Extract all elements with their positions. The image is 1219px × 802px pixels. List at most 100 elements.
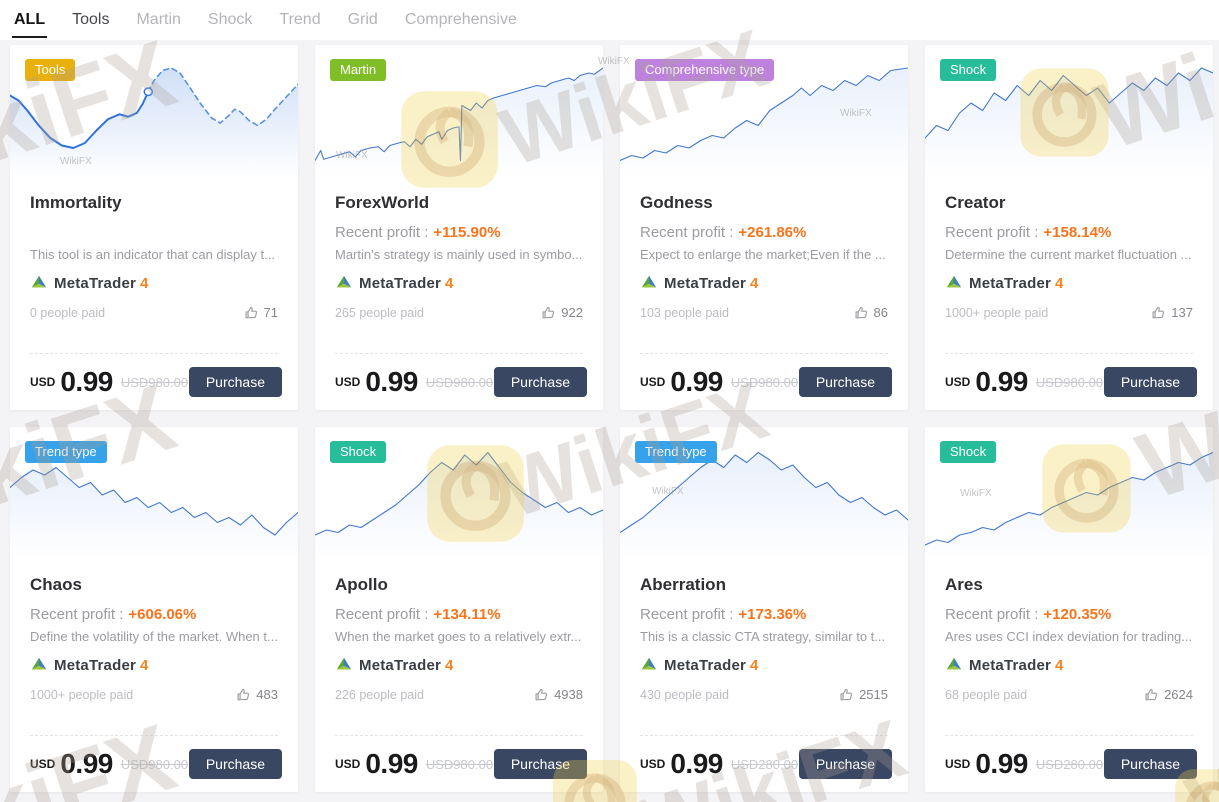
like-button[interactable]: 86 <box>854 305 888 320</box>
stats-row: 430 people paid 2515 <box>640 687 888 702</box>
nav-tab-all[interactable]: ALL <box>11 11 48 38</box>
card-body: Immortality This tool is an indicator th… <box>10 180 298 320</box>
like-button[interactable]: 137 <box>1151 305 1193 320</box>
tag-badge: Shock <box>330 441 387 463</box>
platform-version: 4 <box>1055 656 1064 674</box>
sparkline-chart <box>925 53 1213 178</box>
purchase-button[interactable]: Purchase <box>798 749 892 779</box>
sparkline-chart <box>925 435 1213 560</box>
profit-row: Recent profit : +120.35% <box>945 604 1193 624</box>
nav-tab-tools[interactable]: Tools <box>72 11 110 28</box>
purchase-button[interactable]: Purchase <box>493 749 587 779</box>
profit-label: Recent profit : <box>335 223 429 241</box>
purchase-button[interactable]: Purchase <box>188 749 282 779</box>
profit-value: +173.36% <box>738 605 807 623</box>
like-button[interactable]: 71 <box>244 305 278 320</box>
metatrader-icon <box>31 275 47 288</box>
card-body: Chaos Recent profit : +606.06% Define th… <box>10 562 298 702</box>
price-value: 0.99 <box>365 748 418 779</box>
platform-name: MetaTrader <box>54 656 137 674</box>
like-button[interactable]: 922 <box>541 305 583 320</box>
product-card[interactable]: Trend type Chaos Recent profit : +606.06… <box>10 427 298 792</box>
metatrader-icon <box>336 275 352 288</box>
people-paid: 265 people paid <box>335 305 424 320</box>
purchase-button[interactable]: Purchase <box>1103 367 1197 397</box>
product-card[interactable]: Tools Immortality This tool is an indica… <box>10 45 298 410</box>
tag-badge: Martin <box>330 59 387 81</box>
tag-badge: Trend type <box>635 441 717 463</box>
profit-value: +158.14% <box>1043 223 1112 241</box>
like-button[interactable]: 2624 <box>1144 687 1193 702</box>
cards-grid: Tools Immortality This tool is an indica… <box>0 40 1219 792</box>
people-paid: 1000+ people paid <box>30 687 134 702</box>
dashed-divider <box>335 735 583 736</box>
platform-version: 4 <box>445 274 454 292</box>
like-count: 71 <box>263 305 278 320</box>
people-paid: 1000+ people paid <box>945 305 1049 320</box>
platform-name: MetaTrader <box>969 656 1052 674</box>
profit-value: +115.90% <box>433 223 501 241</box>
profit-row: Recent profit : +115.90% <box>335 222 583 242</box>
product-title: Apollo <box>335 575 388 594</box>
currency-label: USD <box>640 375 666 389</box>
nav-tab-martin[interactable]: Martin <box>136 11 181 28</box>
purchase-button[interactable]: Purchase <box>493 367 587 397</box>
profit-row: Recent profit : +606.06% <box>30 604 278 624</box>
metatrader-icon <box>31 657 47 670</box>
profit-label: Recent profit : <box>945 223 1039 241</box>
platform-row: MetaTrader 4 <box>30 274 278 292</box>
product-title: ForexWorld <box>335 193 430 212</box>
like-button[interactable]: 4938 <box>534 687 583 702</box>
chart-thumbnail: Tools <box>10 45 298 180</box>
stats-row: 1000+ people paid 483 <box>30 687 278 702</box>
metatrader-icon <box>641 275 657 288</box>
nav-tab-trend[interactable]: Trend <box>279 11 321 28</box>
like-count: 2624 <box>1164 687 1193 702</box>
currency-label: USD <box>945 375 971 389</box>
price-row: USD 0.99 USD980.00 Purchase <box>315 736 603 792</box>
nav-tab-grid[interactable]: Grid <box>347 11 378 28</box>
stats-row: 0 people paid 71 <box>30 305 278 320</box>
profit-label: Recent profit : <box>640 605 734 623</box>
purchase-button[interactable]: Purchase <box>1103 749 1197 779</box>
dashed-divider <box>335 353 583 354</box>
chart-thumbnail: Trend type <box>10 427 298 562</box>
tag-badge: Comprehensive type <box>635 59 775 81</box>
product-description: This is a classic CTA strategy, similar … <box>640 629 886 644</box>
like-button[interactable]: 2515 <box>839 687 888 702</box>
price-value: 0.99 <box>670 748 723 779</box>
nav-tab-shock[interactable]: Shock <box>207 11 253 28</box>
like-button[interactable]: 483 <box>236 687 278 702</box>
dashed-divider <box>30 735 278 736</box>
price-value: 0.99 <box>670 366 723 397</box>
product-title: Godness <box>640 193 713 212</box>
chart-thumbnail: Comprehensive type <box>620 45 908 180</box>
currency-label: USD <box>945 757 971 771</box>
product-card[interactable]: Trend type Aberration Recent profit : +1… <box>620 427 908 792</box>
profit-label: Recent profit : <box>945 605 1039 623</box>
original-price: USD980.00 <box>425 374 494 390</box>
product-card[interactable]: Shock Apollo Recent profit : +134.11% Wh… <box>315 427 603 792</box>
platform-name: MetaTrader <box>664 274 747 292</box>
product-card[interactable]: Shock Ares Recent profit : +120.35% Ares… <box>925 427 1213 792</box>
product-title: Aberration <box>640 575 726 594</box>
price-row: USD 0.99 USD280.00 Purchase <box>925 736 1213 792</box>
price-row: USD 0.99 USD980.00 Purchase <box>10 354 298 410</box>
original-price: USD980.00 <box>425 756 494 772</box>
product-card[interactable]: Martin ForexWorld Recent profit : +115.9… <box>315 45 603 410</box>
platform-version: 4 <box>1055 274 1064 292</box>
card-body: Ares Recent profit : +120.35% Ares uses … <box>925 562 1213 702</box>
chart-thumbnail: Martin <box>315 45 603 180</box>
purchase-button[interactable]: Purchase <box>188 367 282 397</box>
profit-label: Recent profit : <box>640 223 734 241</box>
platform-version: 4 <box>445 656 454 674</box>
profit-row <box>30 222 278 242</box>
chart-thumbnail: Shock <box>925 427 1213 562</box>
original-price: USD280.00 <box>730 756 799 772</box>
profit-label: Recent profit : <box>335 605 429 623</box>
product-card[interactable]: Shock Creator Recent profit : +158.14% D… <box>925 45 1213 410</box>
like-count: 86 <box>873 305 888 320</box>
nav-tab-comprehensive[interactable]: Comprehensive <box>404 11 517 28</box>
purchase-button[interactable]: Purchase <box>798 367 892 397</box>
product-card[interactable]: Comprehensive type Godness Recent profit… <box>620 45 908 410</box>
